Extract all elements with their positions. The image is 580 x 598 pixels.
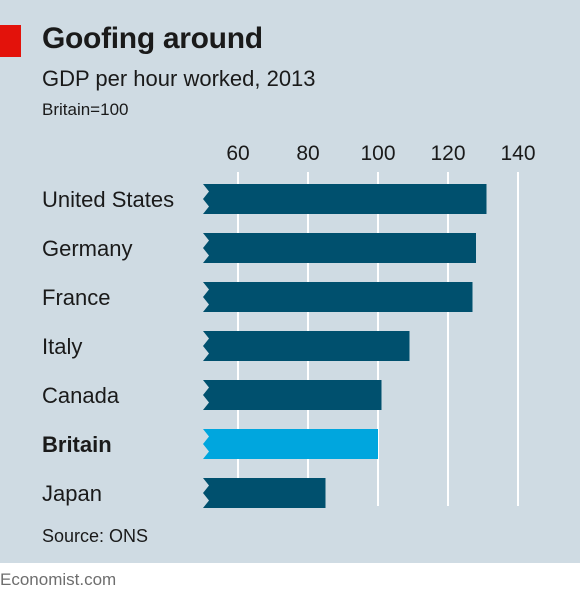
bars (203, 184, 487, 508)
x-tick-label: 60 (226, 142, 249, 165)
x-tick-label: 140 (500, 142, 535, 165)
bar-japan (203, 478, 326, 508)
bar-chart: United States Germany France Italy Canada Bri… (42, 142, 536, 508)
chart-title: Goofing around (42, 22, 263, 55)
brand-footer: Economist.com (0, 570, 117, 589)
category-label: Japan (42, 481, 102, 506)
category-label: Italy (42, 334, 82, 359)
chart-subtitle: GDP per hour worked, 2013 (42, 66, 316, 91)
bar-italy (203, 331, 410, 361)
category-label: Britain (42, 432, 112, 457)
category-label: United States (42, 187, 174, 212)
x-tick-label: 100 (360, 142, 395, 165)
x-tick-label: 120 (430, 142, 465, 165)
bar-britain (203, 429, 378, 459)
unit-note: Britain=100 (42, 100, 129, 119)
bar-canada (203, 380, 382, 410)
category-label: France (42, 285, 110, 310)
category-label: Canada (42, 383, 120, 408)
brand-red-tag (0, 25, 21, 57)
chart-panel (0, 0, 580, 563)
bar-germany (203, 233, 476, 263)
source-note: Source: ONS (42, 526, 149, 546)
bar-united-states (203, 184, 487, 214)
category-labels: United States Germany France Italy Canada Bri… (42, 187, 174, 506)
category-label: Germany (42, 236, 132, 261)
x-tick-label: 80 (296, 142, 319, 165)
x-axis-ticks: 60 80 100 120 140 (226, 142, 535, 165)
bar-france (203, 282, 473, 312)
